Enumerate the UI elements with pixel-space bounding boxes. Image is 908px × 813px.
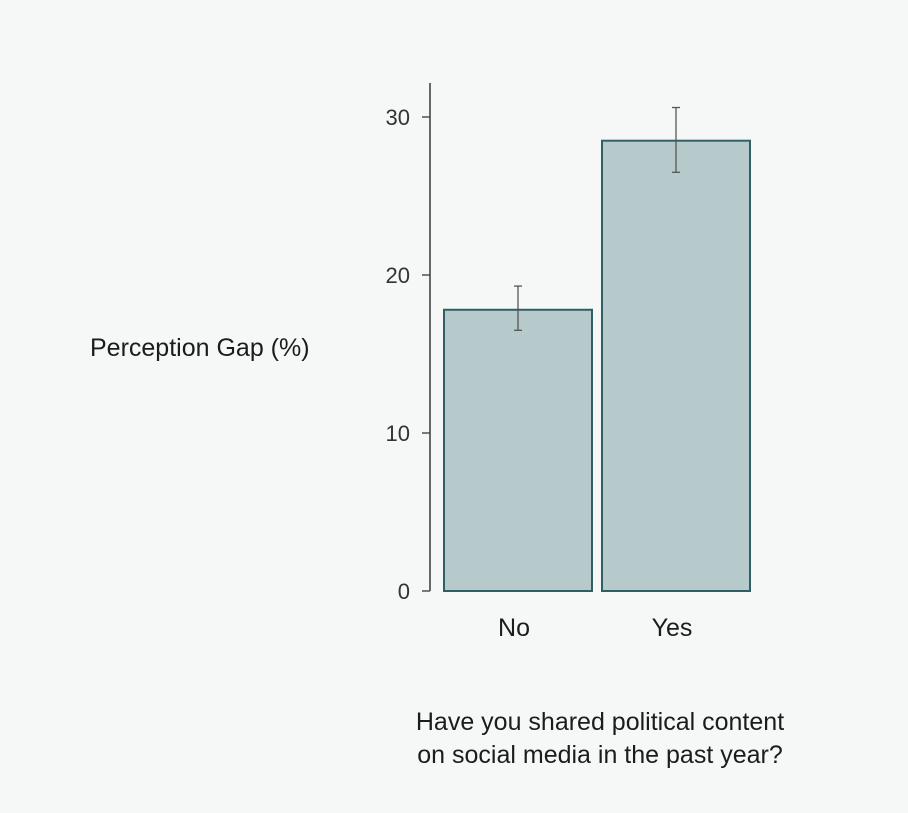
bar-layer: [443, 139, 751, 592]
axis-layer: 0 10 20 30: [386, 83, 431, 604]
error-bar-yes: [672, 106, 680, 173]
y-tick-label-30: 30: [386, 105, 410, 130]
x-axis-label-line-2: on social media in the past year?: [417, 741, 783, 769]
y-axis-label: Perception Gap (%): [90, 334, 310, 362]
bar-yes: [601, 139, 751, 592]
error-bar-no: [514, 285, 522, 331]
bar-no: [443, 308, 593, 592]
x-tick-label-yes: Yes: [652, 614, 693, 642]
x-axis-label-line-1: Have you shared political content: [415, 708, 785, 736]
y-tick-label-20: 20: [386, 263, 410, 288]
y-tick-label-10: 10: [386, 421, 410, 446]
error-bar-layer: [514, 106, 680, 331]
y-tick-label-0: 0: [398, 579, 410, 604]
x-axis-label: Have you shared political content on soc…: [340, 706, 860, 772]
x-tick-label-layer: No Yes: [498, 614, 692, 642]
x-tick-label-no: No: [498, 614, 530, 642]
